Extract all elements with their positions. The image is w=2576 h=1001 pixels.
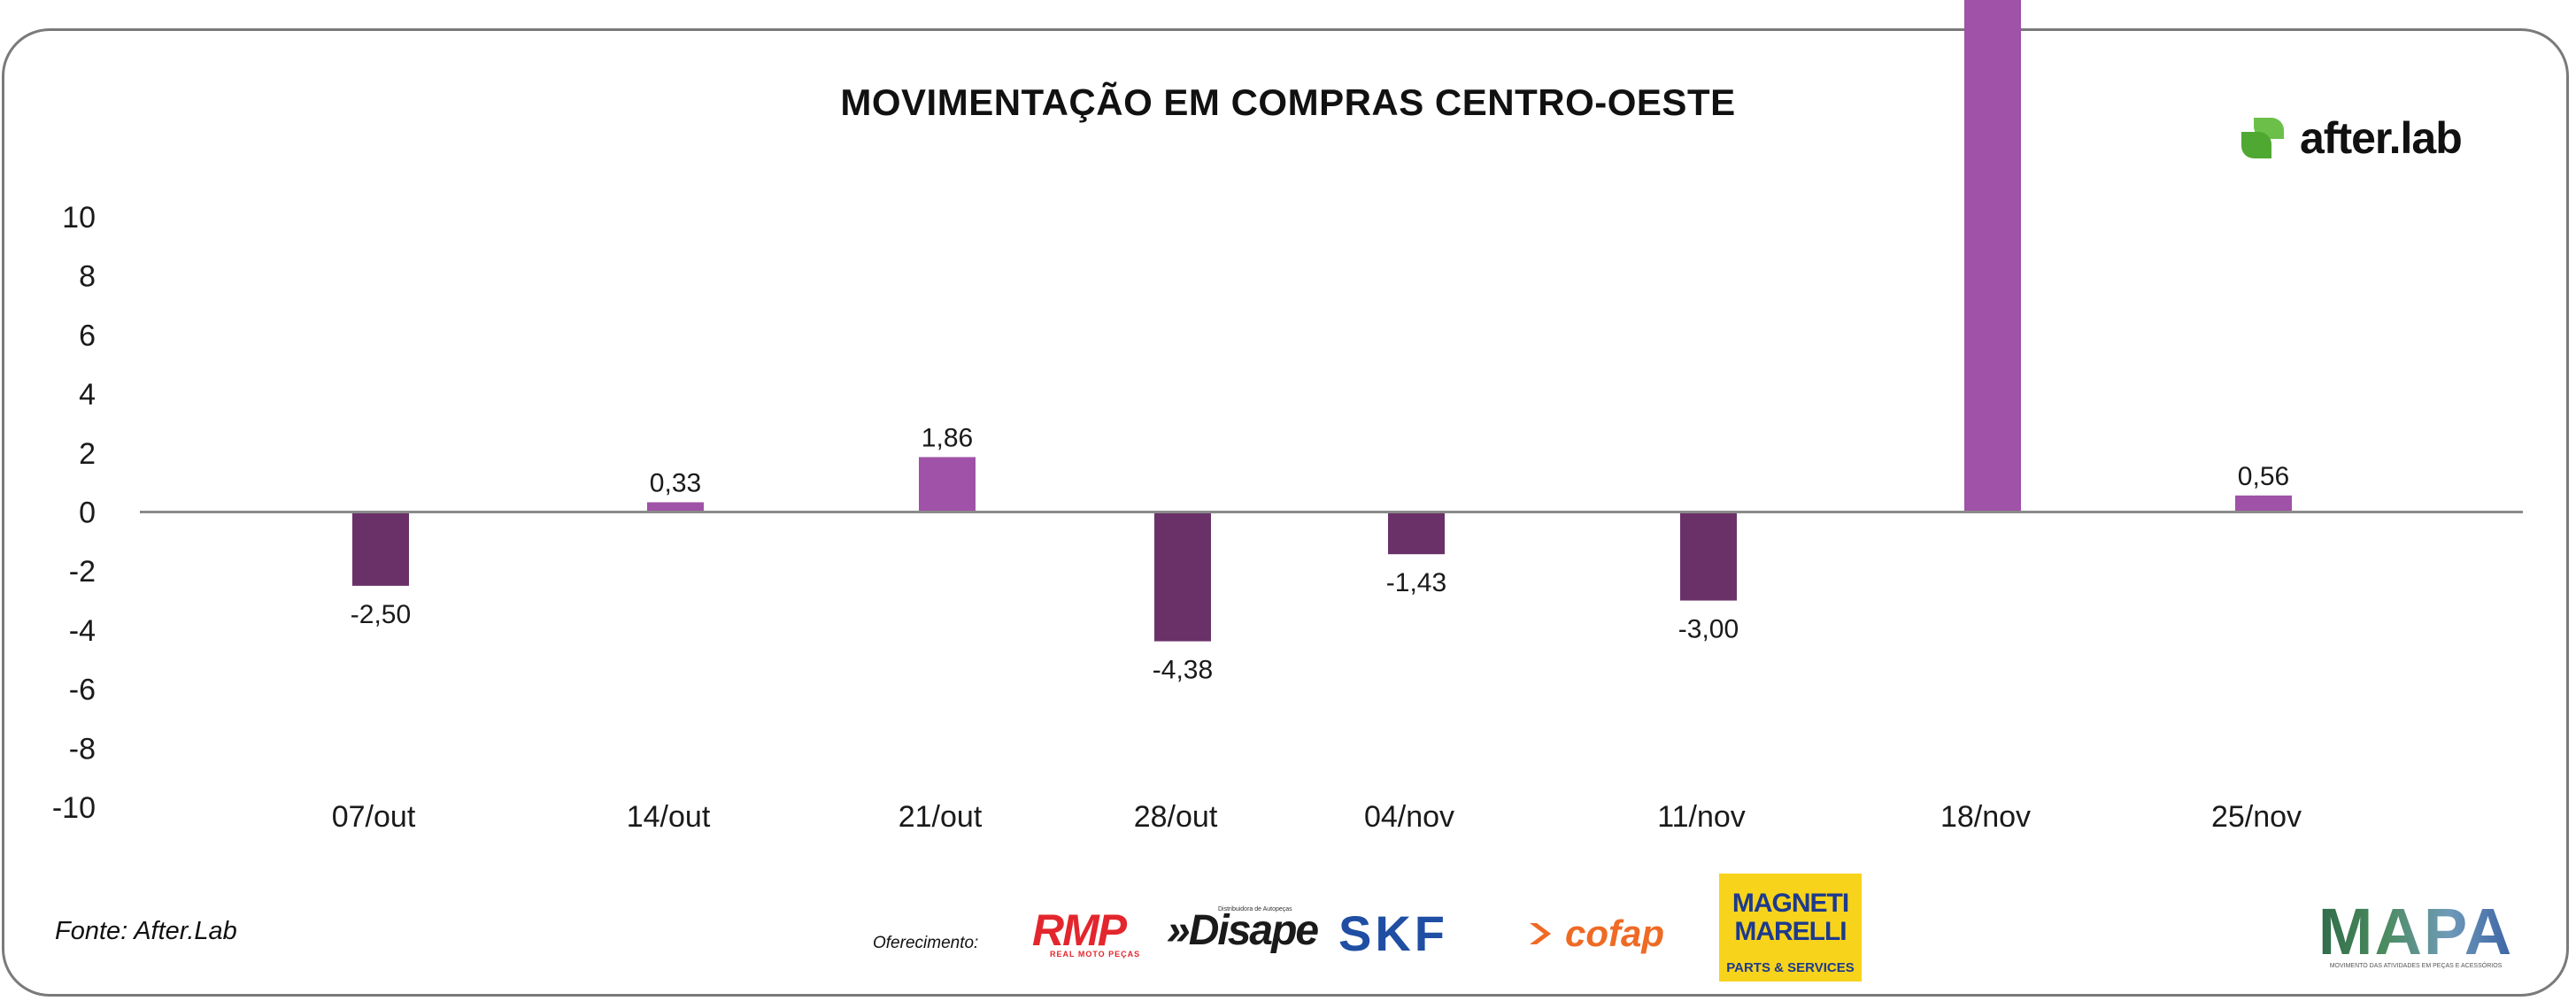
x-tick-label: 11/nov: [1657, 800, 1746, 834]
bar-04-nov: [1388, 512, 1445, 555]
source-note: Fonte: After.Lab: [55, 917, 237, 945]
bar-14-out: [647, 502, 704, 512]
bar-21-out: [919, 457, 976, 512]
x-tick-label: 14/out: [627, 800, 711, 834]
x-tick-label: 07/out: [332, 800, 416, 834]
y-tick-label: 6: [79, 319, 96, 352]
bar-28-out: [1154, 512, 1211, 642]
after-lab-logo-text: after.lab: [2300, 113, 2463, 163]
y-tick-label: 2: [79, 437, 96, 471]
data-label: -2,50: [351, 600, 411, 629]
skf-logo-text: SKF: [1338, 905, 1448, 961]
disape-logo-subtitle: Distribuidora de Autopeças: [1218, 906, 1292, 912]
y-tick-label: -10: [52, 791, 96, 825]
bar-07-out: [352, 512, 409, 586]
sponsor-rmp-logo: RMP REAL MOTO PEÇAS: [1032, 905, 1147, 959]
sponsor-cofap-logo: cofap: [1524, 912, 1693, 956]
sponsor-skf-logo: SKF: [1338, 905, 1507, 961]
data-label: 0,56: [2238, 462, 2289, 491]
x-tick-label: 28/out: [1134, 800, 1218, 834]
cofap-logo-text: cofap: [1565, 912, 1665, 954]
sponsor-mapa-logo: MAPA MOVIMENTO DAS ATIVIDADES EM PEÇAS E…: [2318, 895, 2514, 972]
magneti-logo-subtitle: PARTS & SERVICES: [1726, 960, 1855, 975]
bar-18-nov: [1964, 0, 2021, 512]
data-label: -1,43: [1386, 568, 1446, 597]
data-label: -4,38: [1153, 656, 1213, 685]
y-tick-label: -2: [69, 555, 96, 589]
chart-title: MOVIMENTAÇÃO EM COMPRAS CENTRO-OESTE: [840, 81, 1736, 123]
y-tick-label: 10: [62, 201, 96, 235]
data-label: -3,00: [1678, 615, 1739, 644]
after-lab-logo-icon: [2241, 118, 2284, 158]
data-label: 1,86: [922, 423, 973, 452]
bar-25-nov: [2235, 495, 2292, 512]
x-tick-label: 25/nov: [2211, 800, 2302, 834]
x-tick-label: 18/nov: [1940, 800, 2031, 834]
data-label: 0,33: [650, 468, 701, 497]
y-tick-label: 8: [79, 260, 96, 294]
sponsor-label: Oferecimento:: [873, 934, 979, 952]
x-tick-label: 04/nov: [1364, 800, 1454, 834]
rmp-logo-text: RMP: [1032, 905, 1127, 955]
mapa-logo-text: MAPA: [2318, 895, 2514, 968]
disape-logo-text: »Disape: [1167, 907, 1319, 954]
rmp-logo-subtitle: REAL MOTO PEÇAS: [1050, 950, 1141, 959]
cofap-chevron-icon: [1530, 923, 1551, 944]
x-tick-label: 21/out: [899, 800, 983, 834]
sponsor-magneti-marelli-logo: MAGNETI MARELLI PARTS & SERVICES: [1719, 874, 1862, 982]
mapa-logo-subtitle: MOVIMENTO DAS ATIVIDADES EM PEÇAS E ACES…: [2329, 963, 2503, 969]
sponsor-disape-logo: Distribuidora de Autopeças »Disape: [1167, 906, 1322, 959]
y-tick-label: -8: [69, 732, 96, 766]
y-tick-label: -4: [69, 614, 96, 648]
magneti-logo-line2: MARELLI: [1734, 917, 1847, 946]
y-tick-label: 4: [79, 378, 96, 412]
y-tick-label: 0: [79, 497, 96, 530]
y-tick-label: -6: [69, 674, 96, 707]
bar-11-nov: [1680, 512, 1737, 601]
magneti-logo-line1: MAGNETI: [1731, 889, 1849, 918]
after-lab-logo: after.lab: [2233, 112, 2480, 165]
